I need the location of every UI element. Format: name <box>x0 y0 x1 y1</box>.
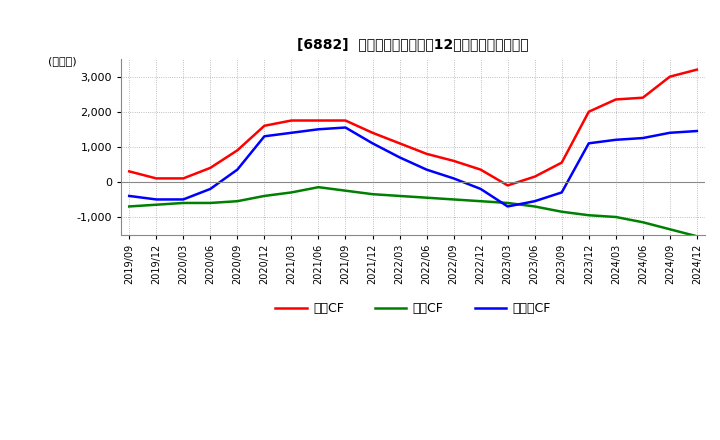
営業CF <box>557 160 566 165</box>
フリーCF <box>665 130 674 136</box>
営業CF <box>206 165 215 171</box>
営業CF <box>693 67 701 72</box>
営業CF <box>585 109 593 114</box>
フリーCF <box>179 197 188 202</box>
投資CF <box>449 197 458 202</box>
投資CF <box>125 204 133 209</box>
投資CF <box>557 209 566 214</box>
フリーCF <box>693 128 701 134</box>
営業CF <box>368 130 377 136</box>
営業CF <box>611 97 620 102</box>
投資CF <box>531 204 539 209</box>
投資CF <box>665 227 674 232</box>
フリーCF <box>287 130 296 136</box>
フリーCF <box>422 167 431 172</box>
投資CF <box>233 198 242 204</box>
営業CF <box>314 118 323 123</box>
フリーCF <box>477 186 485 191</box>
フリーCF <box>314 127 323 132</box>
投資CF <box>585 213 593 218</box>
Y-axis label: (百万円): (百万円) <box>48 55 77 66</box>
営業CF <box>125 169 133 174</box>
フリーCF <box>557 190 566 195</box>
投資CF <box>341 188 350 193</box>
フリーCF <box>368 141 377 146</box>
営業CF <box>422 151 431 157</box>
営業CF <box>341 118 350 123</box>
投資CF <box>395 193 404 198</box>
フリーCF <box>341 125 350 130</box>
フリーCF <box>639 136 647 141</box>
営業CF <box>179 176 188 181</box>
営業CF <box>449 158 458 164</box>
フリーCF <box>260 134 269 139</box>
Legend: 営業CF, 投資CF, フリーCF: 営業CF, 投資CF, フリーCF <box>271 297 556 320</box>
フリーCF <box>531 198 539 204</box>
営業CF <box>531 174 539 179</box>
Line: フリーCF: フリーCF <box>129 128 697 206</box>
フリーCF <box>585 141 593 146</box>
Line: 営業CF: 営業CF <box>129 70 697 185</box>
投資CF <box>477 198 485 204</box>
営業CF <box>395 141 404 146</box>
投資CF <box>503 200 512 205</box>
投資CF <box>639 220 647 225</box>
フリーCF <box>449 176 458 181</box>
フリーCF <box>503 204 512 209</box>
営業CF <box>233 148 242 153</box>
Line: 投資CF: 投資CF <box>129 187 697 236</box>
営業CF <box>665 74 674 79</box>
投資CF <box>314 184 323 190</box>
営業CF <box>477 167 485 172</box>
投資CF <box>260 193 269 198</box>
フリーCF <box>125 193 133 198</box>
投資CF <box>152 202 161 207</box>
営業CF <box>639 95 647 100</box>
フリーCF <box>395 155 404 160</box>
フリーCF <box>233 167 242 172</box>
営業CF <box>503 183 512 188</box>
投資CF <box>693 234 701 239</box>
フリーCF <box>206 186 215 191</box>
営業CF <box>152 176 161 181</box>
投資CF <box>287 190 296 195</box>
投資CF <box>422 195 431 200</box>
投資CF <box>611 214 620 220</box>
投資CF <box>206 200 215 205</box>
フリーCF <box>611 137 620 143</box>
営業CF <box>287 118 296 123</box>
フリーCF <box>152 197 161 202</box>
営業CF <box>260 123 269 128</box>
投資CF <box>368 191 377 197</box>
Title: [6882]  キャッシュフローの12か月移動合計の推移: [6882] キャッシュフローの12か月移動合計の推移 <box>297 37 529 51</box>
投資CF <box>179 200 188 205</box>
